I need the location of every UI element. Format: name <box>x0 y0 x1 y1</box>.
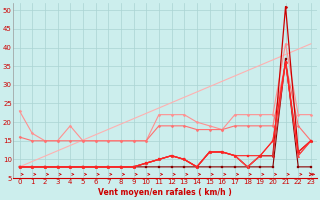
X-axis label: Vent moyen/en rafales ( km/h ): Vent moyen/en rafales ( km/h ) <box>98 188 232 197</box>
